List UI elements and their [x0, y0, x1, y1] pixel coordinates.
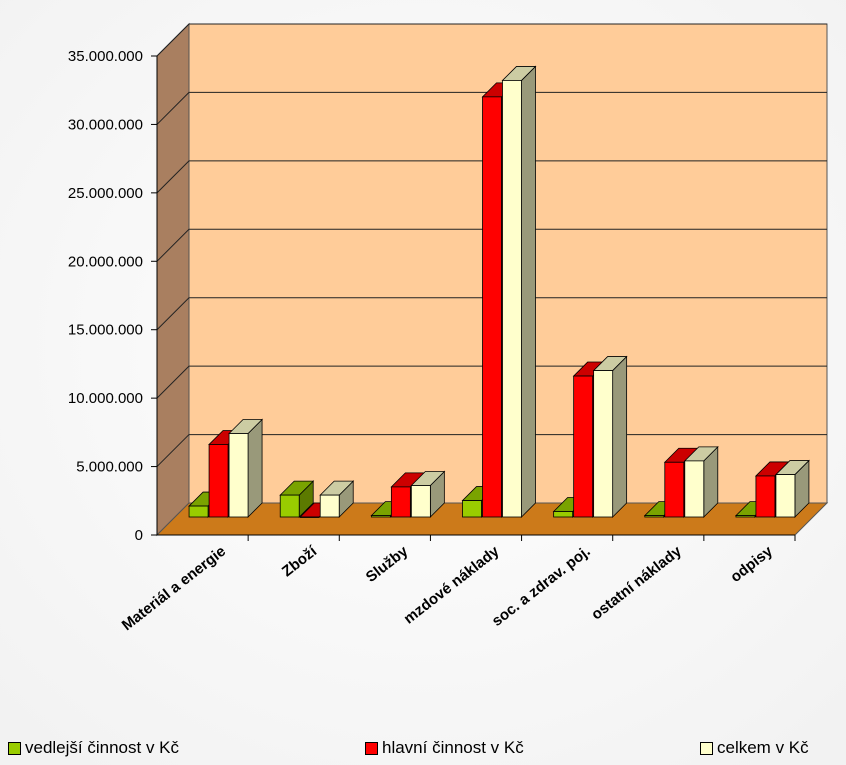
bar-front [208, 444, 229, 518]
bar-front [390, 486, 411, 518]
bar-1-2 [319, 480, 355, 518]
bar-front [553, 511, 574, 518]
bar-front [482, 96, 502, 518]
y-tick-label: 35.000.000 [68, 48, 143, 65]
legend-item-vedlejsi: vedlejší činnost v Kč [8, 738, 179, 758]
bar-front [644, 515, 665, 518]
y-tick-label: 10.000.000 [68, 390, 143, 407]
bar-front [755, 475, 776, 518]
legend-label-hlavni: hlavní činnost v Kč [382, 738, 524, 757]
bar-front [279, 494, 300, 518]
y-tick-label: 25.000.000 [68, 185, 143, 202]
gridline [156, 228, 827, 262]
bar-front [188, 505, 209, 518]
bar-2-2 [410, 470, 446, 518]
gridline [156, 297, 827, 331]
bar-front [593, 370, 614, 518]
bar-1-0 [279, 480, 315, 518]
bar-front [735, 515, 756, 518]
bar-6-2 [774, 459, 810, 518]
bar-side [521, 65, 536, 518]
bar-side [612, 355, 628, 518]
side-wall [156, 22, 190, 537]
y-tick-label: 5.000.000 [76, 459, 143, 476]
bar-front [228, 433, 249, 518]
legend-item-hlavni: hlavní činnost v Kč [365, 738, 524, 758]
bar-3-2 [501, 65, 537, 518]
bar-front [410, 485, 431, 518]
bar-front [684, 460, 705, 518]
bar-front [319, 494, 340, 518]
legend-swatch-vedlejsi [8, 741, 21, 755]
bar-4-2 [592, 355, 628, 518]
y-tick-label: 0 [135, 527, 143, 544]
legend-item-celkem: celkem v Kč [700, 738, 809, 758]
y-tick-label: 20.000.000 [68, 253, 143, 270]
y-tick-label: 15.000.000 [68, 322, 143, 339]
legend-swatch-hlavni [365, 741, 378, 755]
bar-front [664, 461, 685, 518]
bar-front [573, 375, 594, 518]
gridline [156, 23, 827, 57]
bar-front [370, 515, 391, 518]
bar-front [462, 500, 482, 518]
legend-label-celkem: celkem v Kč [717, 738, 809, 757]
legend: vedlejší činnost v Kč hlavní činnost v K… [0, 738, 846, 760]
y-tick-label: 30.000.000 [68, 116, 143, 133]
bar-front [775, 474, 796, 518]
y-axis: 0 5.000.000 10.000.000 15.000.000 20.000.000… [68, 48, 158, 544]
bar-front [299, 516, 320, 518]
legend-label-vedlejsi: vedlejší činnost v Kč [25, 738, 180, 757]
bar-front [502, 80, 522, 518]
gridline [156, 160, 827, 194]
bar-0-2 [228, 418, 264, 518]
bar-side [247, 418, 263, 518]
bars [188, 65, 810, 518]
gridline [156, 91, 827, 125]
bar-5-2 [683, 445, 719, 518]
legend-swatch-celkem [700, 741, 713, 755]
